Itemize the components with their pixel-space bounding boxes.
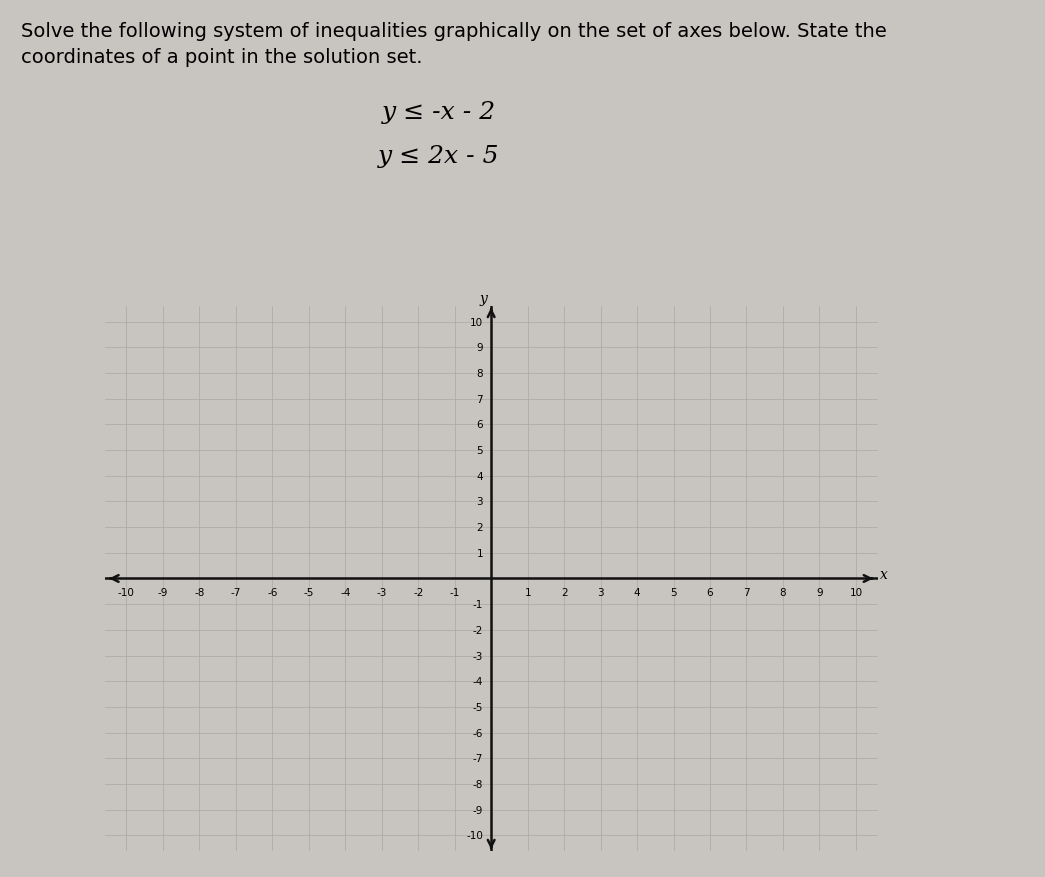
Text: 8: 8 (780, 588, 786, 598)
Text: -7: -7 (472, 753, 483, 763)
Text: -7: -7 (231, 588, 241, 598)
Text: -3: -3 (472, 651, 483, 660)
Text: 10: 10 (470, 317, 483, 327)
Text: -4: -4 (340, 588, 350, 598)
Text: 5: 5 (477, 446, 483, 455)
Text: y ≤ -x - 2: y ≤ -x - 2 (381, 101, 496, 124)
Text: -10: -10 (118, 588, 135, 598)
Text: -8: -8 (194, 588, 205, 598)
Text: 9: 9 (477, 343, 483, 353)
Text: -8: -8 (472, 779, 483, 789)
Text: 2: 2 (561, 588, 567, 598)
Text: 4: 4 (477, 471, 483, 481)
Text: -3: -3 (376, 588, 387, 598)
Text: -5: -5 (472, 702, 483, 712)
Text: 7: 7 (477, 395, 483, 404)
Text: -5: -5 (304, 588, 314, 598)
Text: -6: -6 (472, 728, 483, 738)
Text: -9: -9 (158, 588, 168, 598)
Text: 10: 10 (850, 588, 862, 598)
Text: y: y (480, 292, 487, 306)
Text: coordinates of a point in the solution set.: coordinates of a point in the solution s… (21, 48, 422, 68)
Text: -4: -4 (472, 676, 483, 687)
Text: 2: 2 (477, 523, 483, 532)
Text: 1: 1 (525, 588, 531, 598)
Text: 5: 5 (670, 588, 677, 598)
Text: 1: 1 (477, 548, 483, 558)
Text: -1: -1 (472, 600, 483, 610)
Text: x: x (880, 567, 887, 581)
Text: Solve the following system of inequalities graphically on the set of axes below.: Solve the following system of inequaliti… (21, 22, 886, 41)
Text: -10: -10 (466, 831, 483, 840)
Text: -2: -2 (413, 588, 423, 598)
Text: 6: 6 (706, 588, 714, 598)
Text: -9: -9 (472, 805, 483, 815)
Text: -2: -2 (472, 625, 483, 635)
Text: y ≤ 2x - 5: y ≤ 2x - 5 (378, 145, 500, 168)
Text: -1: -1 (449, 588, 460, 598)
Text: 3: 3 (598, 588, 604, 598)
Text: 7: 7 (743, 588, 750, 598)
Text: 8: 8 (477, 368, 483, 379)
Text: 4: 4 (633, 588, 641, 598)
Text: 6: 6 (477, 420, 483, 430)
Text: 3: 3 (477, 497, 483, 507)
Text: -6: -6 (268, 588, 278, 598)
Text: 9: 9 (816, 588, 822, 598)
